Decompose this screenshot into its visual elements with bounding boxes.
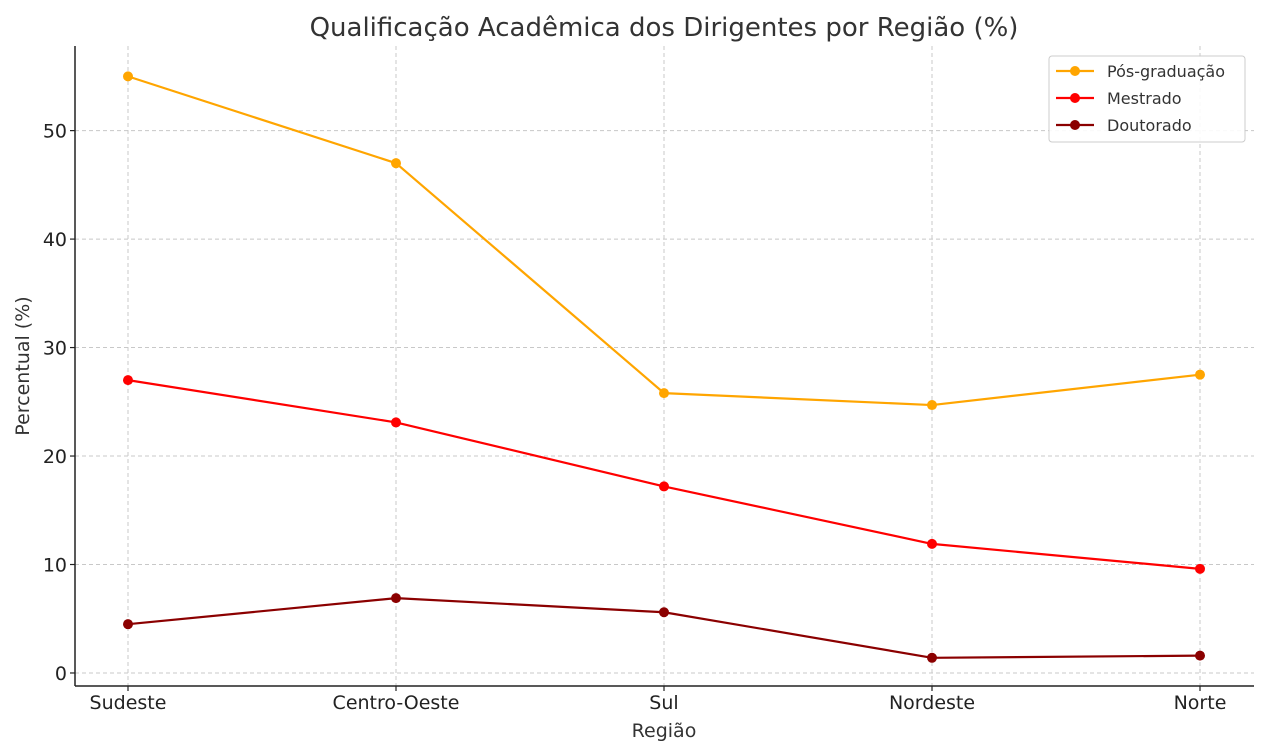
data-point-pos-graduacao (391, 158, 401, 169)
y-tick-label: 20 (43, 446, 67, 468)
legend: Pós-graduação Mestrado Doutorado (1048, 55, 1246, 143)
data-point-mestrado (927, 538, 937, 549)
x-tick-label: Centro-Oeste (333, 692, 460, 714)
legend-marker (1070, 66, 1080, 76)
legend-label: Pós-graduação (1107, 62, 1225, 81)
y-tick-label: 30 (43, 338, 67, 360)
x-axis-ticks: Sudeste Centro-Oeste Sul Nordeste Norte (90, 686, 1227, 714)
x-tick-label: Norte (1174, 692, 1227, 714)
data-point-mestrado (659, 481, 669, 492)
y-axis-title: Percentual (%) (12, 296, 34, 435)
data-point-doutorado (927, 652, 937, 663)
x-tick-label: Nordeste (889, 692, 975, 714)
y-tick-label: 10 (43, 555, 67, 577)
x-tick-label: Sul (649, 692, 678, 714)
legend-box (1048, 55, 1246, 143)
legend-label: Mestrado (1107, 89, 1182, 108)
y-tick-label: 0 (55, 663, 67, 685)
data-point-pos-graduacao (1195, 369, 1205, 380)
y-tick-label: 50 (43, 121, 67, 143)
legend-label: Doutorado (1107, 116, 1192, 135)
data-point-pos-graduacao (659, 388, 669, 399)
grid (75, 46, 1254, 686)
series-doutorado (123, 593, 1205, 663)
data-point-doutorado (391, 593, 401, 604)
y-tick-label: 40 (43, 229, 67, 251)
x-tick-label: Sudeste (90, 692, 167, 714)
legend-marker (1070, 93, 1080, 103)
chart-title: Qualificação Acadêmica dos Dirigentes po… (310, 13, 1019, 43)
data-point-doutorado (123, 619, 133, 630)
data-point-mestrado (391, 417, 401, 428)
data-point-mestrado (1195, 563, 1205, 574)
series-pos-graduacao (123, 71, 1205, 411)
y-axis-ticks: 0 10 20 30 40 50 (43, 121, 75, 685)
series-group (123, 71, 1205, 663)
data-point-pos-graduacao (927, 400, 937, 411)
series-mestrado (123, 375, 1205, 574)
data-point-doutorado (659, 607, 669, 618)
legend-marker (1070, 120, 1080, 130)
x-axis-title: Região (632, 720, 697, 742)
data-point-doutorado (1195, 650, 1205, 661)
data-point-pos-graduacao (123, 71, 133, 82)
data-point-mestrado (123, 375, 133, 386)
